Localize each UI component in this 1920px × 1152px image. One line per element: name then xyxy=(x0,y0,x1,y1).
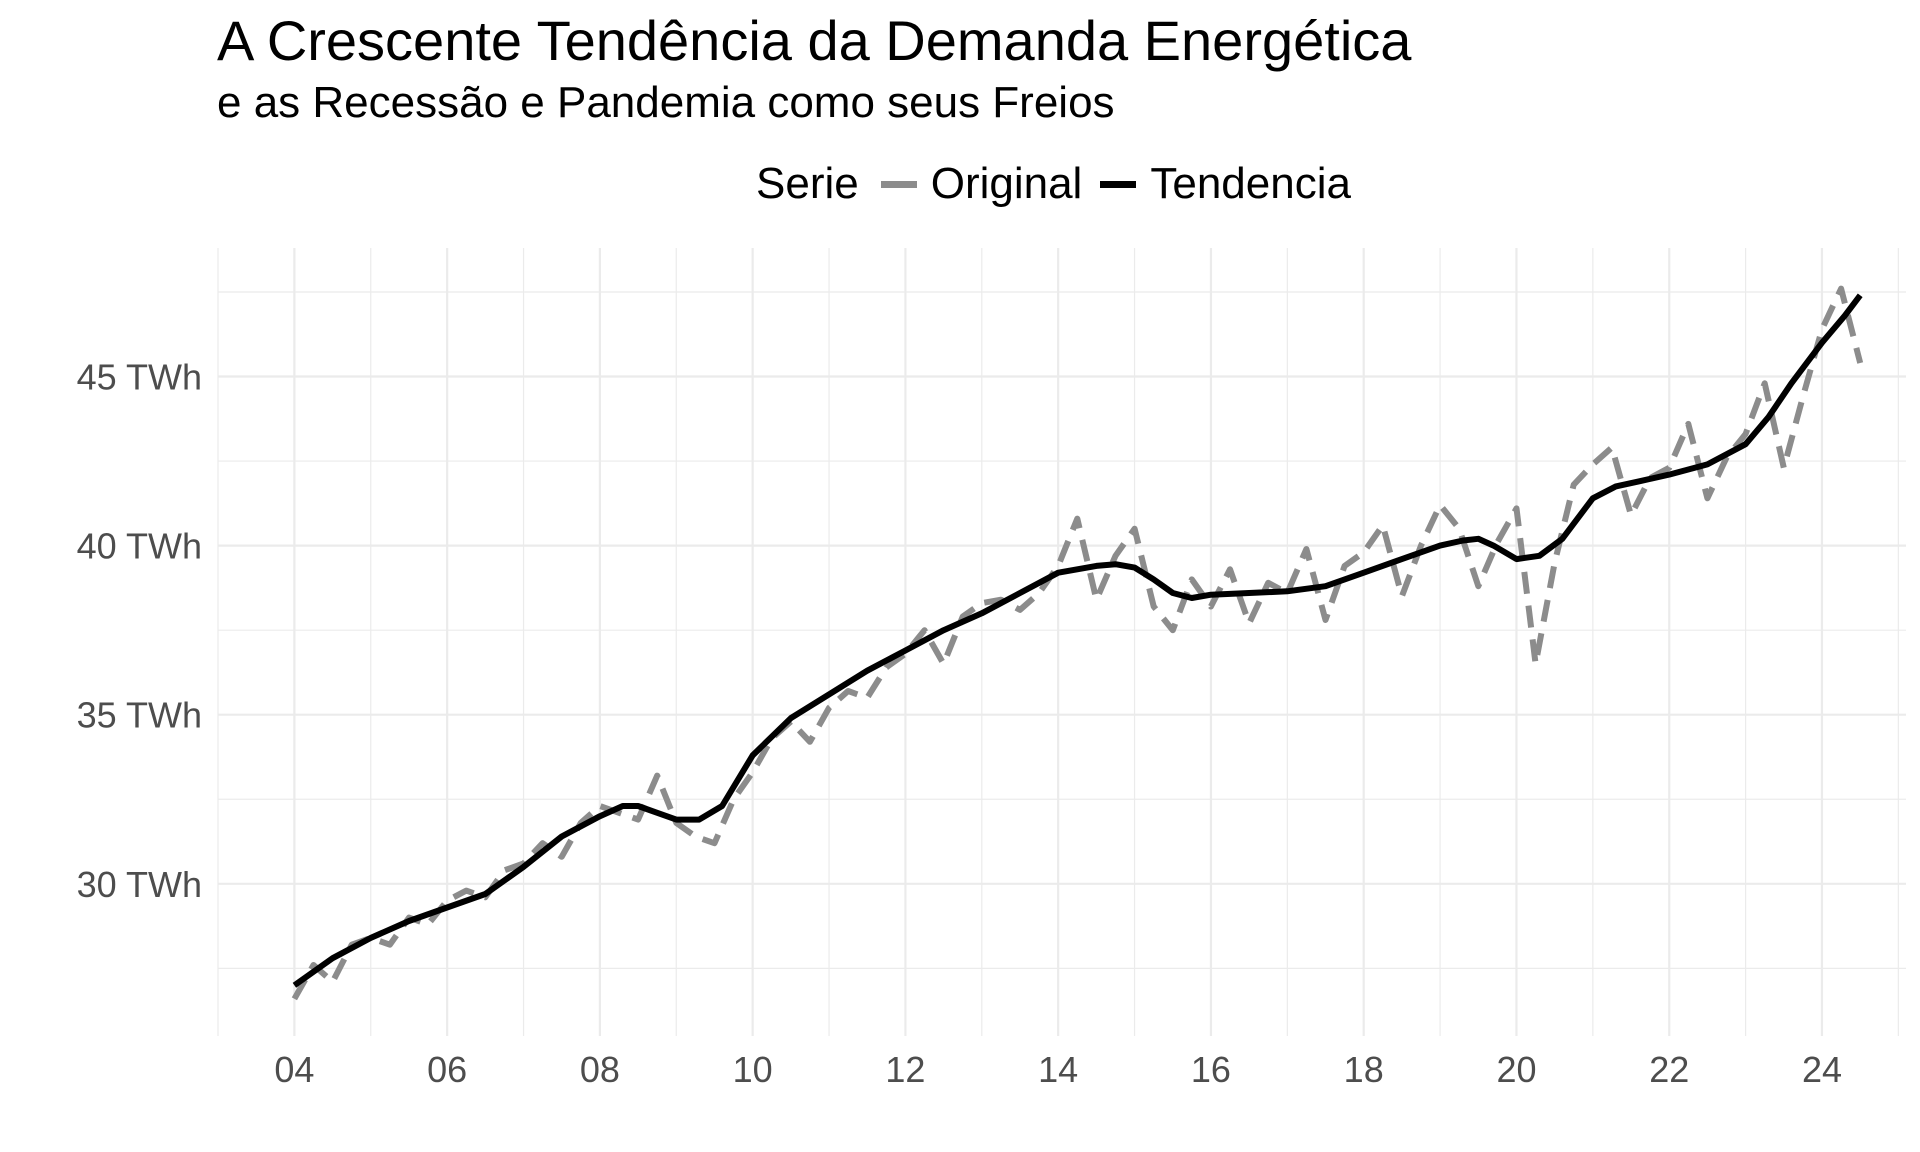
series-layer xyxy=(291,285,1864,1001)
x-tick-label: 20 xyxy=(1496,1049,1536,1090)
legend-title: Serie xyxy=(756,159,859,208)
x-tick-label: 16 xyxy=(1191,1049,1231,1090)
chart-title: A Crescente Tendência da Demanda Energét… xyxy=(217,9,1412,72)
legend-item-tendencia: Tendencia xyxy=(1100,159,1351,209)
legend-item-original: Original xyxy=(880,159,1083,209)
series-line-tendencia xyxy=(292,293,1863,988)
legend-label-original: Original xyxy=(930,159,1083,208)
x-tick-label: 12 xyxy=(885,1049,925,1090)
x-tick-label: 10 xyxy=(733,1049,773,1090)
x-tick-label: 06 xyxy=(427,1049,467,1090)
legend: Serie Original Tendencia xyxy=(756,158,1369,210)
grid-layer xyxy=(217,248,1906,1036)
legend-swatch-tendencia xyxy=(1100,180,1137,188)
y-tick-label: 30 TWh xyxy=(77,864,202,905)
x-tick-label: 18 xyxy=(1344,1049,1384,1090)
y-tick-label: 40 TWh xyxy=(77,526,202,567)
axis-layer: 04 06 08 10 12 14 16 18 20 22 24 30 TWh 35 TWh 40 TWh… xyxy=(77,357,1842,1090)
legend-swatch-original xyxy=(880,180,917,188)
x-tick-label: 08 xyxy=(580,1049,620,1090)
x-tick-label: 24 xyxy=(1802,1049,1842,1090)
x-tick-label: 04 xyxy=(274,1049,314,1090)
series-line-original xyxy=(291,285,1864,1001)
y-tick-label: 35 TWh xyxy=(77,695,202,736)
x-tick-label: 14 xyxy=(1038,1049,1078,1090)
y-tick-label: 45 TWh xyxy=(77,357,202,398)
x-tick-label: 22 xyxy=(1649,1049,1689,1090)
chart-subtitle: e as Recessão e Pandemia como seus Freio… xyxy=(217,78,1115,127)
legend-label-tendencia: Tendencia xyxy=(1150,159,1351,208)
